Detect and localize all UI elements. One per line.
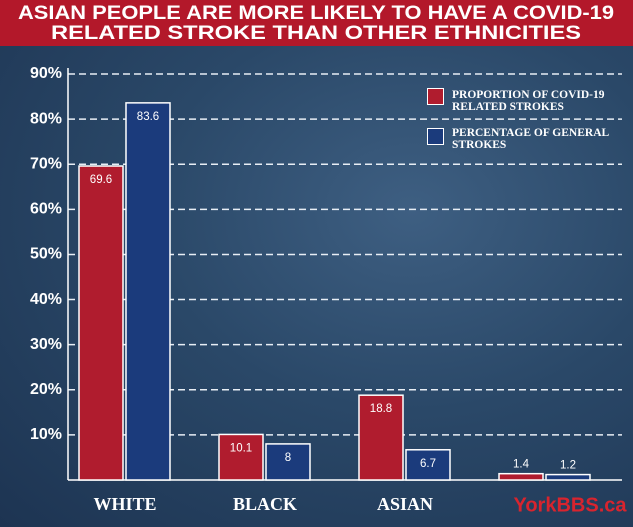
y-tick-label: 40% <box>30 291 62 308</box>
x-tick-label: WHITE <box>93 494 156 514</box>
legend-label: PERCENTAGE OF GENERAL STROKES <box>452 127 609 151</box>
legend-swatch <box>427 128 444 145</box>
y-tick-label: 30% <box>30 336 62 353</box>
legend-label: PROPORTION OF COVID-19 RELATED STROKES <box>452 89 605 113</box>
title-band <box>0 0 633 46</box>
chart-title: RELATED STROKE THAN OTHER ETHNICITIES <box>51 23 581 44</box>
bar <box>125 102 171 481</box>
bar <box>78 165 124 481</box>
bar <box>358 394 404 481</box>
y-tick-label: 20% <box>30 381 62 398</box>
value-label: 1.4 <box>513 459 530 471</box>
bar <box>498 472 544 481</box>
value-label: 1.2 <box>560 460 576 472</box>
bar <box>265 443 311 481</box>
value-label: 10.1 <box>230 442 252 454</box>
bar <box>405 449 451 481</box>
value-label: 8 <box>285 452 291 464</box>
value-label: 18.8 <box>370 403 392 415</box>
bar <box>218 433 264 481</box>
y-tick-label: 70% <box>30 155 62 172</box>
legend-swatch <box>427 88 444 105</box>
y-tick-label: 90% <box>30 65 62 82</box>
x-tick-label: ASIAN <box>377 494 433 514</box>
y-tick-label: 80% <box>30 110 62 127</box>
value-label: 69.6 <box>90 174 112 186</box>
watermark: YorkBBS.ca <box>513 494 627 516</box>
bar <box>545 473 591 481</box>
value-label: 83.6 <box>137 111 159 123</box>
y-tick-label: 60% <box>30 201 62 218</box>
value-label: 6.7 <box>420 458 436 470</box>
chart-title: ASIAN PEOPLE ARE MORE LIKELY TO HAVE A C… <box>18 3 614 24</box>
y-tick-label: 50% <box>30 246 62 263</box>
y-tick-label: 10% <box>30 426 62 443</box>
x-tick-label: BLACK <box>233 494 297 514</box>
